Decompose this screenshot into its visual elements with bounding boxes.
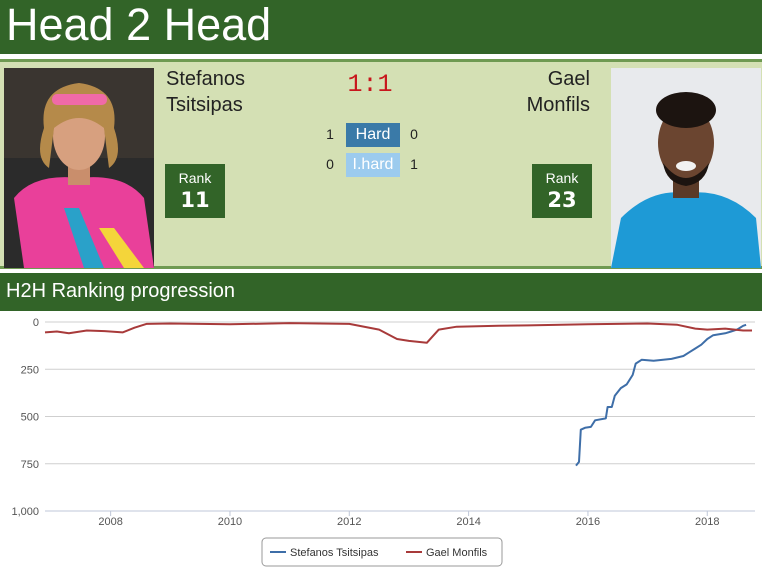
rank-value: 23 [547,188,577,212]
rank-label: Rank [545,170,579,186]
player-right-last-name: Monfils [526,94,590,116]
surface-badge-ihard[interactable]: I.hard [346,153,400,177]
y-tick-label: 1,000 [11,506,39,518]
x-tick-label: 2014 [456,516,480,528]
rank-label: Rank [178,170,212,186]
surface-badge-hard[interactable]: Hard [346,123,400,147]
player-left-last-name: Tsitsipas [166,94,243,116]
section-title: H2H Ranking progression [6,280,236,302]
surface-left-wins: 0 [326,156,334,172]
page-title: Head 2 Head [6,0,272,50]
x-tick-label: 2008 [98,516,122,528]
legend-item-1: Gael Monfils [426,547,488,559]
section-header: H2H Ranking progression [0,273,762,311]
player-left-first-name: Stefanos [166,68,245,90]
player-right-rank-box: Rank 23 [532,164,592,218]
x-tick-label: 2012 [337,516,361,528]
y-tick-label: 0 [33,317,39,329]
player-left-name[interactable]: Stefanos Tsitsipas [166,66,245,118]
surface-row-ihard: 0 I.hard 1 [300,153,440,177]
page-header: Head 2 Head [0,0,762,54]
surface-right-wins: 1 [410,156,418,172]
y-tick-label: 250 [21,364,39,376]
player-left-rank-box: Rank 11 [165,164,225,218]
x-tick-label: 2010 [218,516,242,528]
series-line-1 [44,322,752,344]
legend-box [261,537,503,567]
player-left-photo[interactable] [4,68,154,268]
y-tick-label: 750 [21,459,39,471]
h2h-panel: Stefanos Tsitsipas Gael Monfils 1:1 1 Ha… [0,59,762,269]
ranking-chart[interactable]: 0 250 500 750 1,000 2008 2010 2012 2014 2016 2018… [0,311,762,567]
surface-row-hard: 1 Hard 0 [300,123,440,147]
ranking-chart-svg: 0 250 500 750 1,000 2008 2010 2012 2014 2016 2018… [11,317,755,567]
surface-right-wins: 0 [410,126,418,142]
x-tick-label: 2018 [695,516,719,528]
player-right-photo[interactable] [611,68,761,268]
x-tick-label: 2016 [576,516,600,528]
h2h-score: 1:1 [347,70,393,99]
player-right-first-name: Gael [547,68,590,90]
y-tick-label: 500 [21,412,39,424]
player-right-name[interactable]: Gael Monfils [527,66,590,118]
series-line-0 [575,323,747,467]
legend-item-0: Stefanos Tsitsipas [290,547,379,559]
rank-value: 11 [180,188,210,212]
surface-left-wins: 1 [326,126,334,142]
